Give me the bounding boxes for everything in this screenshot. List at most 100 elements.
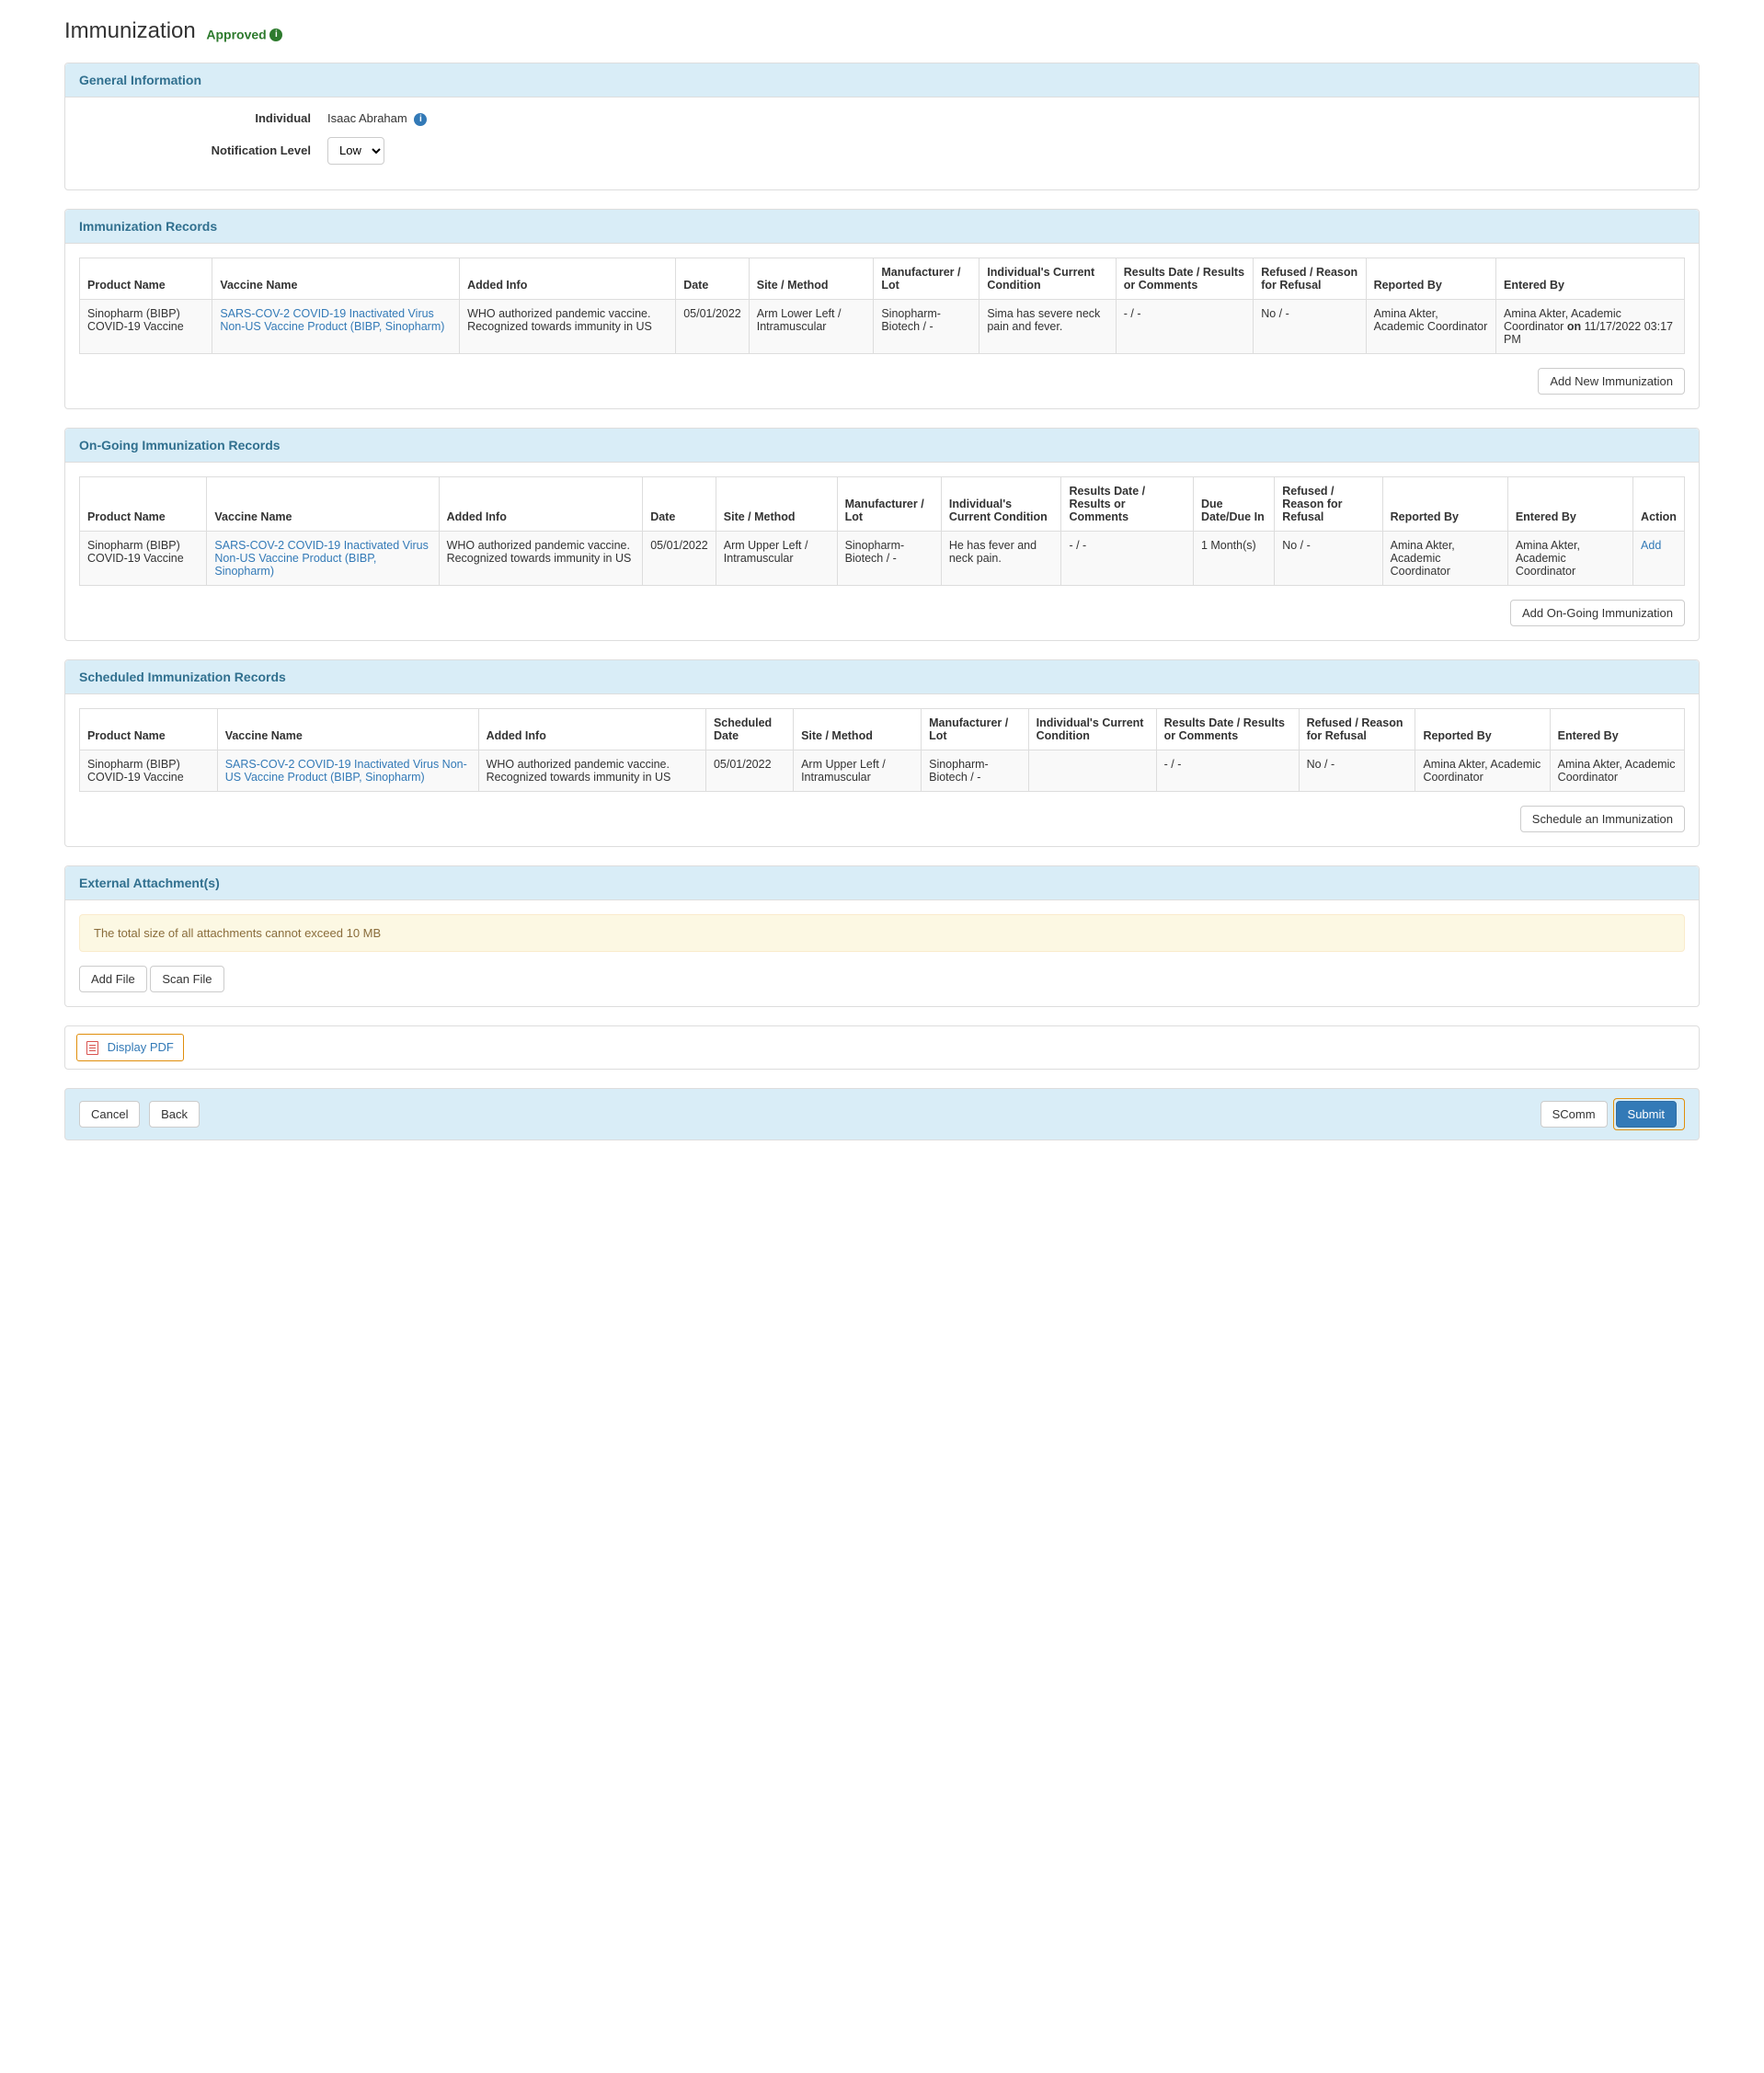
schedule-immunization-button[interactable]: Schedule an Immunization [1520,806,1685,832]
footer-bar: Cancel Back SComm Submit [64,1088,1700,1140]
cell-site: Arm Lower Left / Intramuscular [749,299,874,353]
cell-refused: No / - [1299,750,1415,791]
col-reported: Reported By [1382,476,1507,531]
cell-product: Sinopharm (BIBP) COVID-19 Vaccine [80,531,207,585]
cancel-button[interactable]: Cancel [79,1101,140,1128]
attachments-heading: External Attachment(s) [65,866,1699,900]
col-site: Site / Method [716,476,837,531]
cell-added-info: WHO authorized pandemic vaccine. Recogni… [439,531,643,585]
col-vaccine: Vaccine Name [217,708,478,750]
display-pdf-link[interactable]: Display PDF [108,1040,174,1054]
submit-button[interactable]: Submit [1616,1101,1677,1128]
immunization-records-table: Product Name Vaccine Name Added Info Dat… [79,258,1685,354]
cell-product: Sinopharm (BIBP) COVID-19 Vaccine [80,750,218,791]
col-date: Date [676,258,750,299]
cell-manufacturer: Sinopharm-Biotech / - [874,299,979,353]
col-condition: Individual's Current Condition [979,258,1116,299]
add-new-immunization-button[interactable]: Add New Immunization [1538,368,1685,395]
cell-added-info: WHO authorized pandemic vaccine. Recogni… [478,750,705,791]
cell-reported: Amina Akter, Academic Coordinator [1382,531,1507,585]
col-reported: Reported By [1415,708,1550,750]
scheduled-records-heading: Scheduled Immunization Records [65,660,1699,694]
cell-site: Arm Upper Left / Intramuscular [794,750,922,791]
cell-date: 05/01/2022 [643,531,716,585]
submit-highlight: Submit [1613,1098,1685,1130]
add-file-button[interactable]: Add File [79,966,147,992]
back-button[interactable]: Back [149,1101,200,1128]
cell-date: 05/01/2022 [676,299,750,353]
scan-file-button[interactable]: Scan File [150,966,223,992]
info-icon[interactable]: i [269,29,282,41]
col-manufacturer: Manufacturer / Lot [922,708,1028,750]
col-vaccine: Vaccine Name [207,476,439,531]
ongoing-records-heading: On-Going Immunization Records [65,429,1699,463]
cell-condition [1028,750,1156,791]
general-info-heading: General Information [65,63,1699,97]
col-added-info: Added Info [439,476,643,531]
col-refused: Refused / Reason for Refusal [1299,708,1415,750]
cell-condition: He has fever and neck pain. [941,531,1061,585]
pdf-icon [86,1041,98,1055]
table-row: Sinopharm (BIBP) COVID-19 Vaccine SARS-C… [80,531,1685,585]
cell-reported: Amina Akter, Academic Coordinator [1415,750,1550,791]
ongoing-records-table: Product Name Vaccine Name Added Info Dat… [79,476,1685,586]
cell-product: Sinopharm (BIBP) COVID-19 Vaccine [80,299,212,353]
cell-entered: Amina Akter, Academic Coordinator [1550,750,1684,791]
display-pdf-highlight: Display PDF [76,1034,184,1061]
attachments-panel: External Attachment(s) The total size of… [64,865,1700,1007]
col-due: Due Date/Due In [1193,476,1274,531]
col-product: Product Name [80,708,218,750]
scheduled-records-panel: Scheduled Immunization Records Product N… [64,659,1700,847]
cell-reported: Amina Akter, Academic Coordinator [1366,299,1495,353]
cell-site: Arm Upper Left / Intramuscular [716,531,837,585]
vaccine-link[interactable]: SARS-COV-2 COVID-19 Inactivated Virus No… [225,758,467,784]
vaccine-link[interactable]: SARS-COV-2 COVID-19 Inactivated Virus No… [220,307,444,333]
cell-entered: Amina Akter, Academic Coordinator [1507,531,1632,585]
table-header-row: Product Name Vaccine Name Added Info Dat… [80,258,1685,299]
add-action-link[interactable]: Add [1641,539,1661,552]
cell-entered: Amina Akter, Academic Coordinator on 11/… [1496,299,1685,353]
table-header-row: Product Name Vaccine Name Added Info Sch… [80,708,1685,750]
col-results: Results Date / Results or Comments [1116,258,1254,299]
col-vaccine: Vaccine Name [212,258,460,299]
cell-results: - / - [1156,750,1299,791]
cell-refused: No / - [1275,531,1382,585]
general-info-panel: General Information Individual Isaac Abr… [64,63,1700,190]
col-manufacturer: Manufacturer / Lot [874,258,979,299]
col-condition: Individual's Current Condition [941,476,1061,531]
table-row: Sinopharm (BIBP) COVID-19 Vaccine SARS-C… [80,750,1685,791]
col-entered: Entered By [1507,476,1632,531]
individual-label: Individual [79,111,327,125]
ongoing-records-panel: On-Going Immunization Records Product Na… [64,428,1700,641]
col-added-info: Added Info [460,258,676,299]
notification-level-label: Notification Level [79,143,327,157]
col-entered: Entered By [1550,708,1684,750]
cell-results: - / - [1061,531,1193,585]
notification-level-select[interactable]: Low [327,137,384,165]
cell-added-info: WHO authorized pandemic vaccine. Recogni… [460,299,676,353]
col-manufacturer: Manufacturer / Lot [837,476,941,531]
display-pdf-panel: Display PDF [64,1025,1700,1070]
col-condition: Individual's Current Condition [1028,708,1156,750]
col-product: Product Name [80,476,207,531]
table-header-row: Product Name Vaccine Name Added Info Dat… [80,476,1685,531]
immunization-records-panel: Immunization Records Product Name Vaccin… [64,209,1700,409]
col-entered: Entered By [1496,258,1685,299]
scheduled-records-table: Product Name Vaccine Name Added Info Sch… [79,708,1685,792]
person-info-icon[interactable]: i [414,113,427,126]
cell-manufacturer: Sinopharm-Biotech / - [922,750,1028,791]
cell-condition: Sima has severe neck pain and fever. [979,299,1116,353]
scomm-button[interactable]: SComm [1541,1101,1608,1128]
immunization-records-heading: Immunization Records [65,210,1699,244]
vaccine-link[interactable]: SARS-COV-2 COVID-19 Inactivated Virus No… [214,539,429,578]
col-results: Results Date / Results or Comments [1061,476,1193,531]
add-ongoing-immunization-button[interactable]: Add On-Going Immunization [1510,600,1685,626]
col-scheduled-date: Scheduled Date [705,708,793,750]
status-badge: Approved [206,28,266,42]
col-action: Action [1633,476,1685,531]
col-results: Results Date / Results or Comments [1156,708,1299,750]
col-site: Site / Method [749,258,874,299]
cell-refused: No / - [1254,299,1366,353]
cell-due: 1 Month(s) [1193,531,1274,585]
cell-date: 05/01/2022 [705,750,793,791]
